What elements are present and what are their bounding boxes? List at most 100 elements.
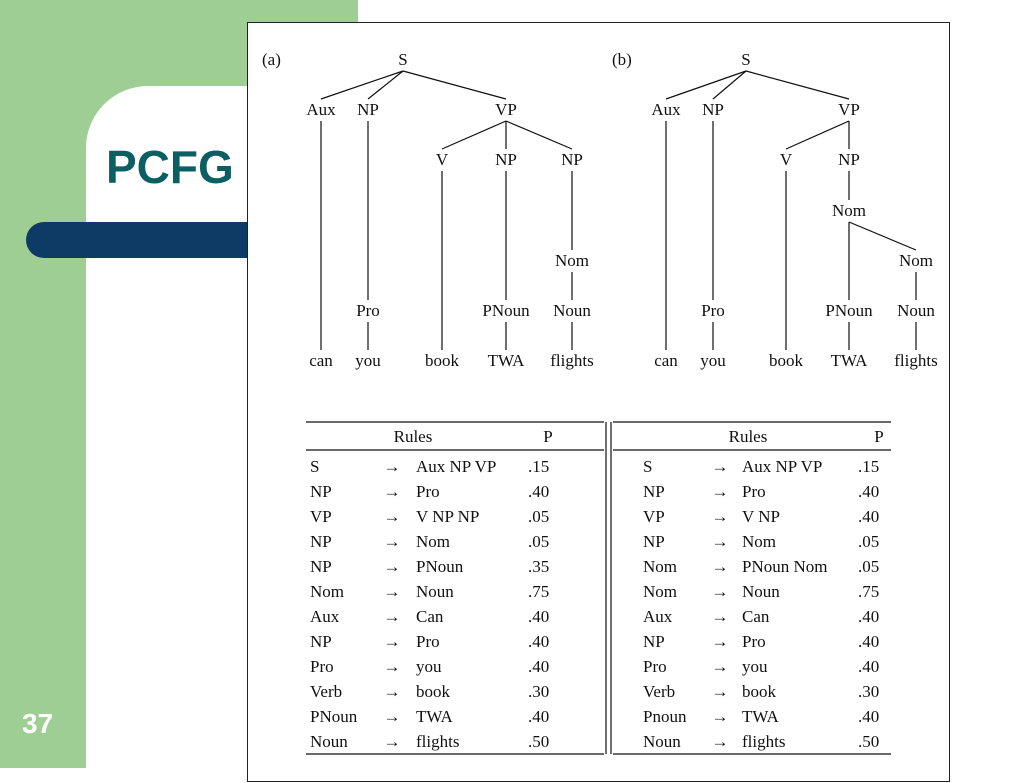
rules-table-a-row-rhs: Pro [416,632,440,651]
rules-table-a-row-arrow: → [384,607,401,626]
rules-table-a-row-rhs: Nom [416,532,450,551]
rules-table-b-row-arrow: → [712,707,729,726]
rules-table-b-row-rhs: book [742,682,777,701]
rules-table-a-row-lhs: NP [310,557,332,576]
rules-table-a-row-rhs: Can [416,607,444,626]
rules-table-a-row-arrow: → [384,582,401,601]
rules-table-b-row-lhs: Pro [643,657,667,676]
tree-b-node-pro: Pro [701,301,725,320]
rules-table-a-row-arrow: → [384,682,401,701]
rules-table-a-row-lhs: S [310,457,319,476]
tree-a-edge [320,70,404,100]
tree-b-node-pnoun: PNoun [825,301,873,320]
rules-table-a-row-rhs: Pro [416,482,440,501]
tree-a-node-twa: TWA [488,351,526,370]
tree-a-node-v: V [436,150,449,169]
rules-table-a-row-p: .40 [528,607,549,626]
tree-b-node-can: can [654,351,678,370]
tree-b-node-nom: Nom [832,201,866,220]
rules-table-a-row-lhs: Verb [310,682,342,701]
rules-table-b-row-arrow: → [712,457,729,476]
tree-a-label: (a) [262,50,281,69]
rules-table-b-row-arrow: → [712,507,729,526]
tree-a-node-flights: flights [550,351,593,370]
tree-a-node-can: can [309,351,333,370]
rules-table-b-row-arrow: → [712,482,729,501]
tree-b-node-np: NP [838,150,860,169]
rules-table-b-row-p: .75 [858,582,879,601]
tree-b-node-vp: VP [838,100,860,119]
rules-table-b-row-p: .05 [858,557,879,576]
rules-table-b-row-p: .50 [858,732,879,751]
rules-table-a-row-arrow: → [384,732,401,751]
rules-table-a-row-rhs: you [416,657,442,676]
rules-table-a-row-lhs: NP [310,632,332,651]
tree-b-node-nom: Nom [899,251,933,270]
rules-table-a-row-p: .05 [528,532,549,551]
rules-table-a-row-rhs: PNoun [416,557,464,576]
rules-table-b-row-rhs: Noun [742,582,780,601]
rules-table-b-row-arrow: → [712,632,729,651]
tree-b-node-aux: Aux [651,100,681,119]
tree-a-node-pnoun: PNoun [482,301,530,320]
rules-table-b-row-lhs: NP [643,632,665,651]
title-underline-bar [26,222,266,258]
tree-b-node-v: V [780,150,793,169]
rules-table-b-row-lhs: Pnoun [643,707,687,726]
tree-a-node-nom: Nom [555,251,589,270]
tree-a-node-book: book [425,351,460,370]
rules-table-a-row-rhs: book [416,682,451,701]
rules-table-b-row-lhs: NP [643,532,665,551]
rules-table-a-row-lhs: Aux [310,607,340,626]
rules-table-a-row-arrow: → [384,557,401,576]
rules-table-a-row-p: .40 [528,482,549,501]
tree-a-node-you: you [355,351,381,370]
tree-a-node-vp: VP [495,100,517,119]
tree-b-edge [665,70,747,100]
rules-table-b-row-rhs: Pro [742,482,766,501]
parse-tree-figure-svg: (a) S Aux NP VP V NP NP Nom Pro PNoun Noun can you boo… [262,50,938,755]
rules-table-b-row-arrow: → [712,557,729,576]
rules-table-b-row-lhs: S [643,457,652,476]
rules-table-a-row-p: .40 [528,632,549,651]
rules-table-b-row-p: .40 [858,657,879,676]
tree-b-node-s: S [741,50,750,69]
rules-table-b-row-rhs: Pro [742,632,766,651]
rules-table-a-row-p: .40 [528,707,549,726]
tree-a-node-np: NP [357,100,379,119]
rules-table-a-row-arrow: → [384,632,401,651]
rules-table-a-row-lhs: Pro [310,657,334,676]
rules-table-a-row-lhs: Nom [310,582,344,601]
rules-table-b-row-p: .05 [858,532,879,551]
tree-a-node-np: NP [561,150,583,169]
rules-table-b-row-rhs: Can [742,607,770,626]
tree-a-node-pro: Pro [356,301,380,320]
tree-a-edge [402,70,507,100]
rules-table-a-row-p: .50 [528,732,549,751]
rules-table-a-row-p: .75 [528,582,549,601]
rules-table-a-row-arrow: → [384,482,401,501]
tree-a-edge [367,70,404,100]
rules-table-b-row-arrow: → [712,607,729,626]
rules-table-b-row-arrow: → [712,532,729,551]
rules-table-b-row-lhs: Noun [643,732,681,751]
tree-b-edge [785,120,850,150]
tree-b-edge [848,221,917,251]
rules-table-b-row-lhs: Nom [643,582,677,601]
tree-b-edge [745,70,850,100]
rules-table-b-row-rhs: V NP [742,507,780,526]
rules-table-b-row-p: .40 [858,607,879,626]
rules-table-b-row-arrow: → [712,657,729,676]
rules-table-b-header-rules: Rules [729,427,768,446]
rules-table-a-row-lhs: NP [310,532,332,551]
tree-b-node-flights: flights [894,351,937,370]
rules-table-b-row-rhs: PNoun Nom [742,557,827,576]
rules-table-a-row-lhs: Noun [310,732,348,751]
rules-table-b-row-rhs: flights [742,732,785,751]
rules-table-a-row-p: .05 [528,507,549,526]
rules-table-a-row-p: .15 [528,457,549,476]
tree-a-node-noun: Noun [553,301,591,320]
tree-b-label: (b) [612,50,632,69]
tree-b-edge [712,70,747,100]
rules-table-a-row-arrow: → [384,707,401,726]
